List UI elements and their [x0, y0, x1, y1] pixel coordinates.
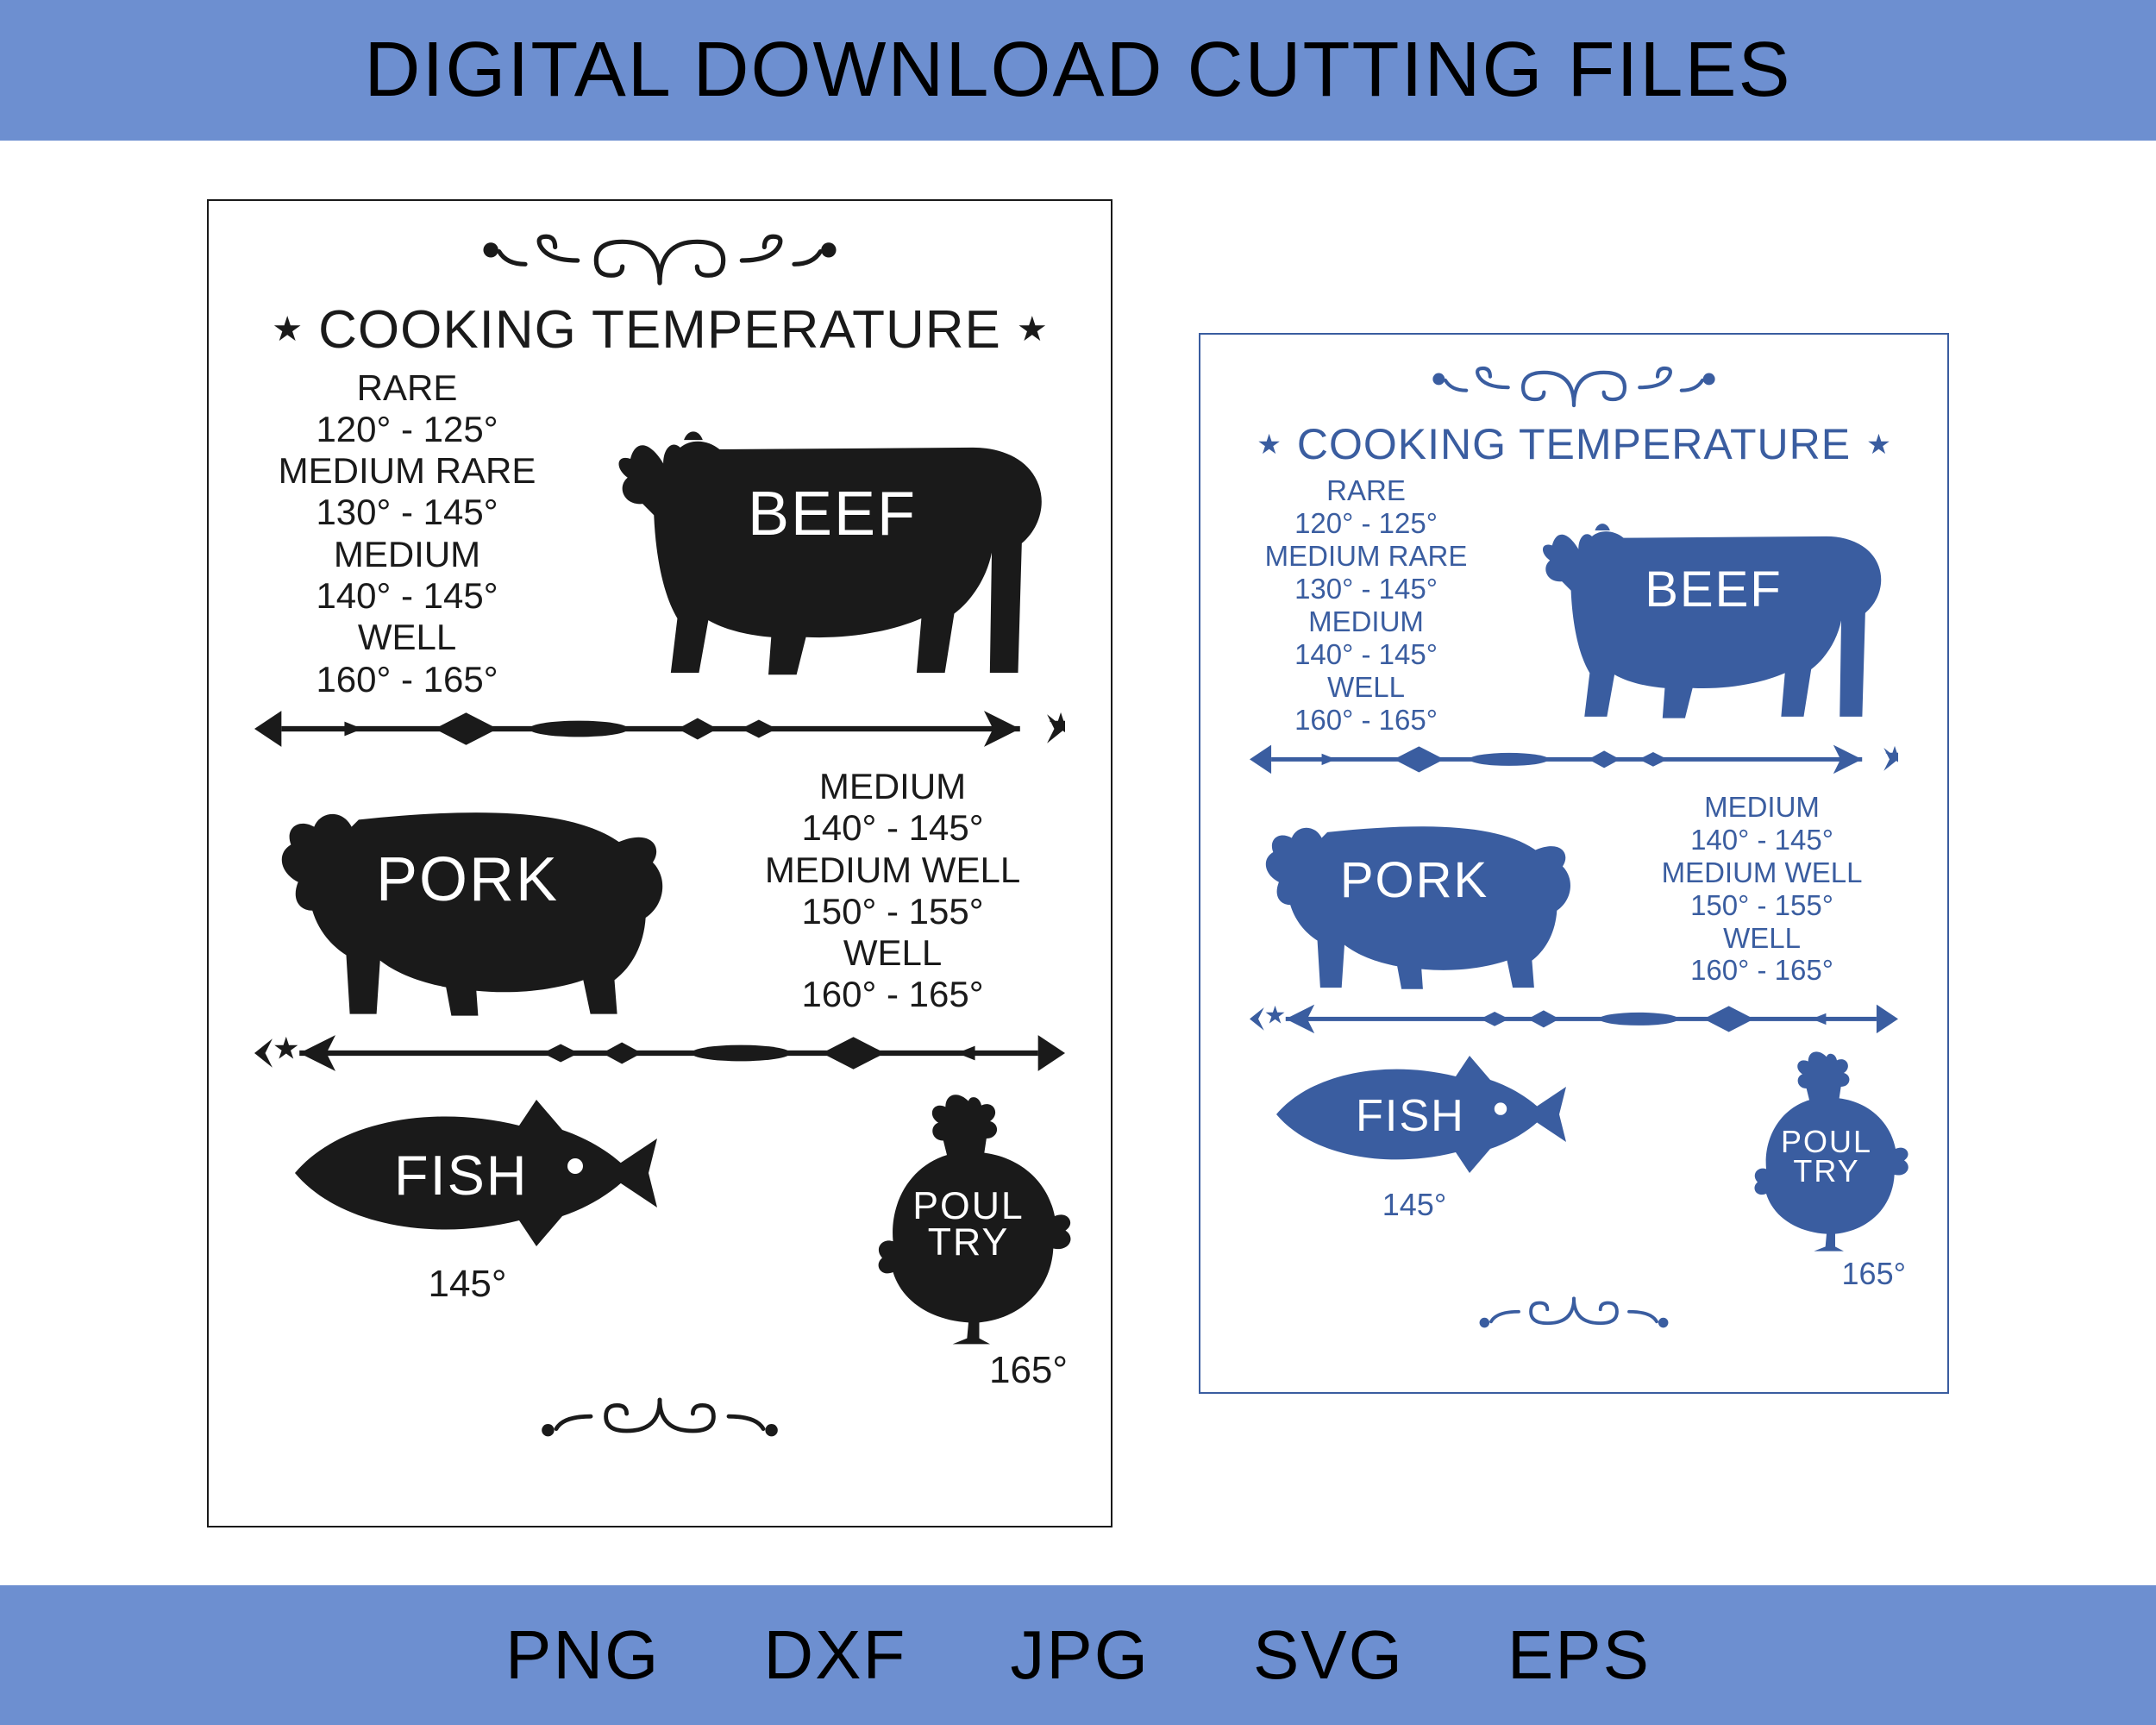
chart-title: COOKING TEMPERATURE: [1297, 419, 1851, 469]
poultry-item: POULTRY 165°: [800, 1087, 1076, 1392]
beef-section: RARE120° - 125°MEDIUM RARE130° - 145°MED…: [1235, 474, 1913, 737]
arrow-divider: ★: [1235, 737, 1913, 782]
chicken-silhouette: POULTRY: [861, 1087, 1076, 1346]
pig-silhouette: PORK: [1235, 782, 1594, 996]
format-dxf: DXF: [763, 1615, 906, 1695]
header-banner: DIGITAL DOWNLOAD CUTTING FILES: [0, 0, 2156, 141]
chart-card-black: ★ COOKING TEMPERATURE ★ RARE120° - 125°M…: [207, 199, 1112, 1527]
svg-text:★: ★: [273, 1031, 300, 1065]
footer-banner: PNG DXF JPG SVG EPS: [0, 1585, 2156, 1725]
star-icon: ★: [1017, 310, 1048, 349]
svg-text:★: ★: [1264, 1001, 1286, 1029]
beef-section: RARE120° - 125°MEDIUM RARE130° - 145°MED…: [243, 367, 1076, 700]
chicken-silhouette: POULTRY: [1740, 1045, 1913, 1252]
fish-label: FISH: [394, 1149, 529, 1202]
beef-label: BEEF: [1645, 566, 1783, 613]
pork-label: PORK: [1340, 856, 1489, 904]
poultry-label: POULTRY: [1740, 1127, 1913, 1186]
pork-label: PORK: [376, 850, 559, 909]
poultry-label: POULTRY: [861, 1189, 1076, 1262]
beef-label: BEEF: [748, 485, 917, 543]
poultry-temp: 165°: [1842, 1256, 1906, 1292]
chart-title-row: ★ COOKING TEMPERATURE ★: [1257, 419, 1891, 469]
star-icon: ★: [1866, 428, 1891, 461]
cow-silhouette: BEEF: [1514, 478, 1913, 733]
arrow-divider: ★: [243, 1025, 1076, 1082]
fish-poultry-row: FISH 145° POULTRY 165°: [1235, 1045, 1913, 1292]
ornament-bottom: [1235, 1289, 1913, 1335]
fish-silhouette: FISH: [265, 1087, 670, 1259]
beef-temps: RARE120° - 125°MEDIUM RARE130° - 145°MED…: [1235, 474, 1497, 737]
fish-label: FISH: [1356, 1095, 1465, 1138]
ornament-top: [243, 227, 1076, 294]
ornament-bottom: [243, 1389, 1076, 1446]
pork-section: PORK MEDIUM140° - 145°MEDIUM WELL150° - …: [243, 757, 1076, 1025]
cow-silhouette: BEEF: [588, 374, 1076, 693]
arrow-divider: ★: [1235, 996, 1913, 1042]
star-icon: ★: [1257, 428, 1282, 461]
header-title: DIGITAL DOWNLOAD CUTTING FILES: [364, 27, 1791, 113]
poultry-temp: 165°: [989, 1349, 1068, 1392]
ornament-top: [1235, 361, 1913, 414]
chart-title-row: ★ COOKING TEMPERATURE ★: [272, 299, 1048, 361]
chart-title: COOKING TEMPERATURE: [318, 299, 1001, 361]
main-content: ★ COOKING TEMPERATURE ★ RARE120° - 125°M…: [0, 141, 2156, 1585]
fish-item: FISH 145°: [243, 1087, 692, 1306]
pork-temps: MEDIUM140° - 145°MEDIUM WELL150° - 155°W…: [1611, 791, 1913, 988]
pig-silhouette: PORK: [243, 757, 692, 1025]
svg-text:★: ★: [1047, 706, 1065, 741]
fish-temp: 145°: [1382, 1187, 1446, 1223]
format-png: PNG: [505, 1615, 660, 1695]
chart-card-blue: ★ COOKING TEMPERATURE ★ RARE120° - 125°M…: [1199, 333, 1949, 1394]
star-icon: ★: [272, 310, 303, 349]
fish-item: FISH 145°: [1235, 1045, 1594, 1223]
fish-poultry-row: FISH 145° POULTRY 165°: [243, 1087, 1076, 1392]
arrow-divider: ★: [243, 700, 1076, 757]
format-svg: SVG: [1253, 1615, 1404, 1695]
format-jpg: JPG: [1010, 1615, 1150, 1695]
svg-text:★: ★: [1883, 742, 1898, 769]
poultry-item: POULTRY 165°: [1692, 1045, 1913, 1292]
pork-temps: MEDIUM140° - 145°MEDIUM WELL150° - 155°W…: [709, 766, 1076, 1016]
format-eps: EPS: [1507, 1615, 1651, 1695]
fish-silhouette: FISH: [1252, 1045, 1576, 1183]
pork-section: PORK MEDIUM140° - 145°MEDIUM WELL150° - …: [1235, 782, 1913, 996]
beef-temps: RARE120° - 125°MEDIUM RARE130° - 145°MED…: [243, 367, 571, 700]
fish-temp: 145°: [428, 1263, 506, 1306]
